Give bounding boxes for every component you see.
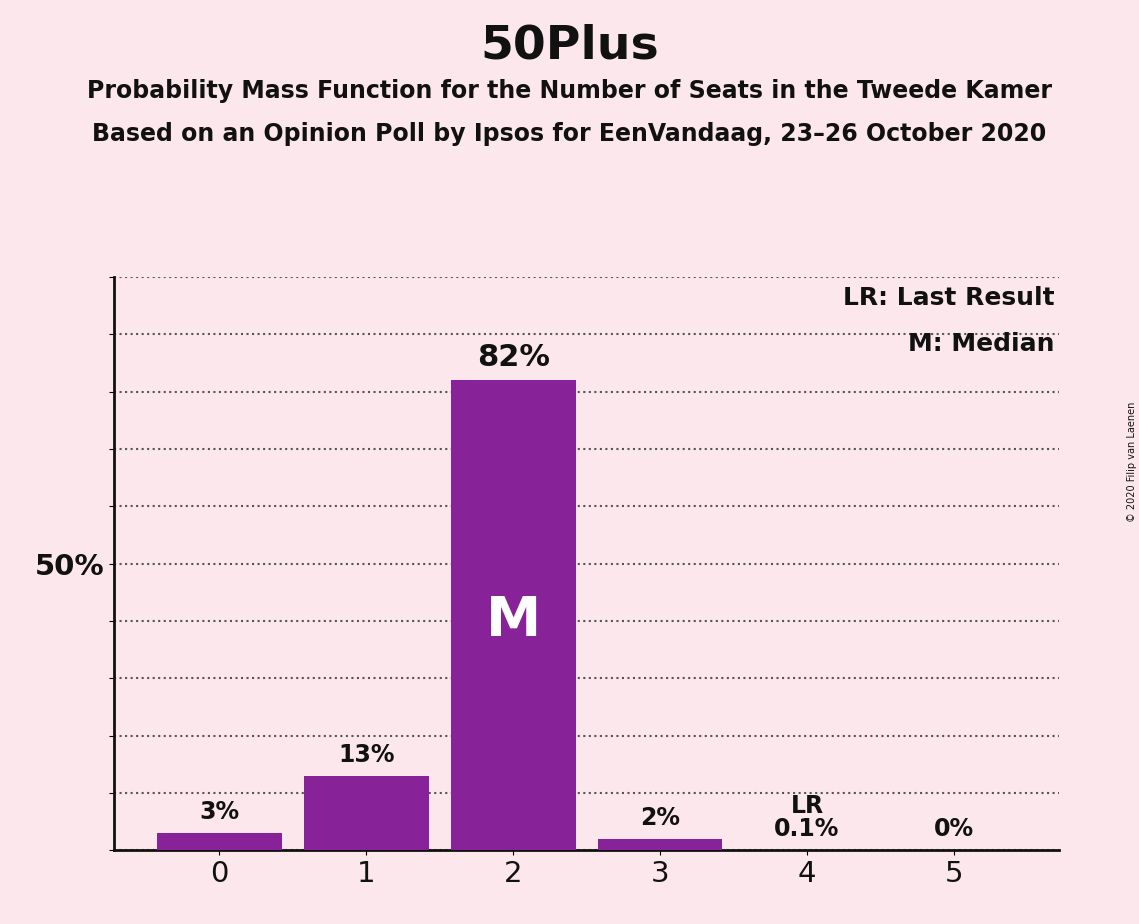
Text: 13%: 13% [338,743,394,767]
Text: LR: LR [790,794,823,818]
Text: 2%: 2% [640,806,680,830]
Text: 0.1%: 0.1% [775,817,839,841]
Text: Based on an Opinion Poll by Ipsos for EenVandaag, 23–26 October 2020: Based on an Opinion Poll by Ipsos for Ee… [92,122,1047,146]
Bar [598,839,722,850]
Text: © 2020 Filip van Laenen: © 2020 Filip van Laenen [1126,402,1137,522]
Text: 82%: 82% [476,343,550,371]
Text: 3%: 3% [199,800,239,824]
Bar [451,381,575,850]
Text: Probability Mass Function for the Number of Seats in the Tweede Kamer: Probability Mass Function for the Number… [87,79,1052,103]
Text: 50Plus: 50Plus [481,23,658,68]
Bar [304,775,428,850]
Text: M: M [485,594,541,648]
Bar [157,833,281,850]
Text: M: Median: M: Median [908,332,1055,356]
Text: 0%: 0% [934,818,974,842]
Text: LR: Last Result: LR: Last Result [843,286,1055,310]
